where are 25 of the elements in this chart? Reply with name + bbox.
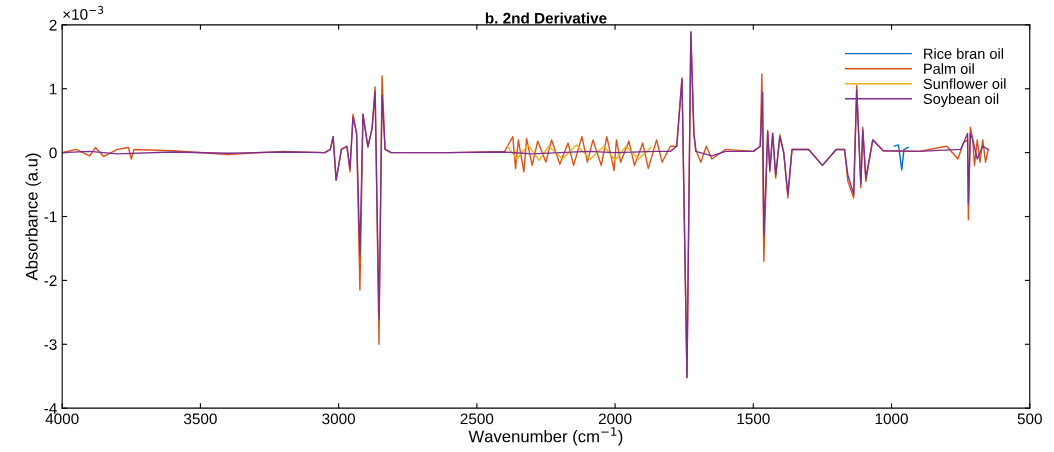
y-axis-title: Absorbance (a.u) (25, 153, 41, 281)
x-tick-label: 2500 (460, 413, 494, 425)
x-tick-label: 4000 (45, 413, 79, 425)
x-tick-label: 1500 (737, 413, 770, 425)
y-tick-label: -4 (44, 403, 57, 414)
x-tick-label: 3500 (184, 413, 217, 425)
text: ×10$^{−3}$ (63, 5, 104, 20)
x-tick-label: 500 (1017, 413, 1042, 425)
x-axis-title: Wavenumber (cm$^{−1}$) (468, 427, 623, 446)
x-tick-label: 3000 (322, 413, 356, 425)
legend-label: Soybean oil (923, 93, 999, 107)
y-tick-label: 2 (49, 19, 57, 31)
legend-label: Palm oil (924, 63, 974, 74)
legend-label: Rice bran oil (924, 48, 1004, 59)
chart-title: b. 2nd Derivative (485, 12, 607, 24)
x-tick-label: 2000 (598, 413, 632, 425)
y-tick-label: 1 (49, 83, 57, 95)
y-tick-label: -2 (44, 275, 57, 286)
y-tick-label: 0 (49, 147, 57, 159)
y-tick-label: -3 (44, 339, 57, 350)
line-series (506, 144, 652, 161)
y-tick-label: -1 (44, 211, 57, 223)
legend-label: Sunflower oil (923, 78, 1006, 90)
x-tick-label: 1000 (875, 413, 908, 425)
line-series (893, 144, 909, 171)
